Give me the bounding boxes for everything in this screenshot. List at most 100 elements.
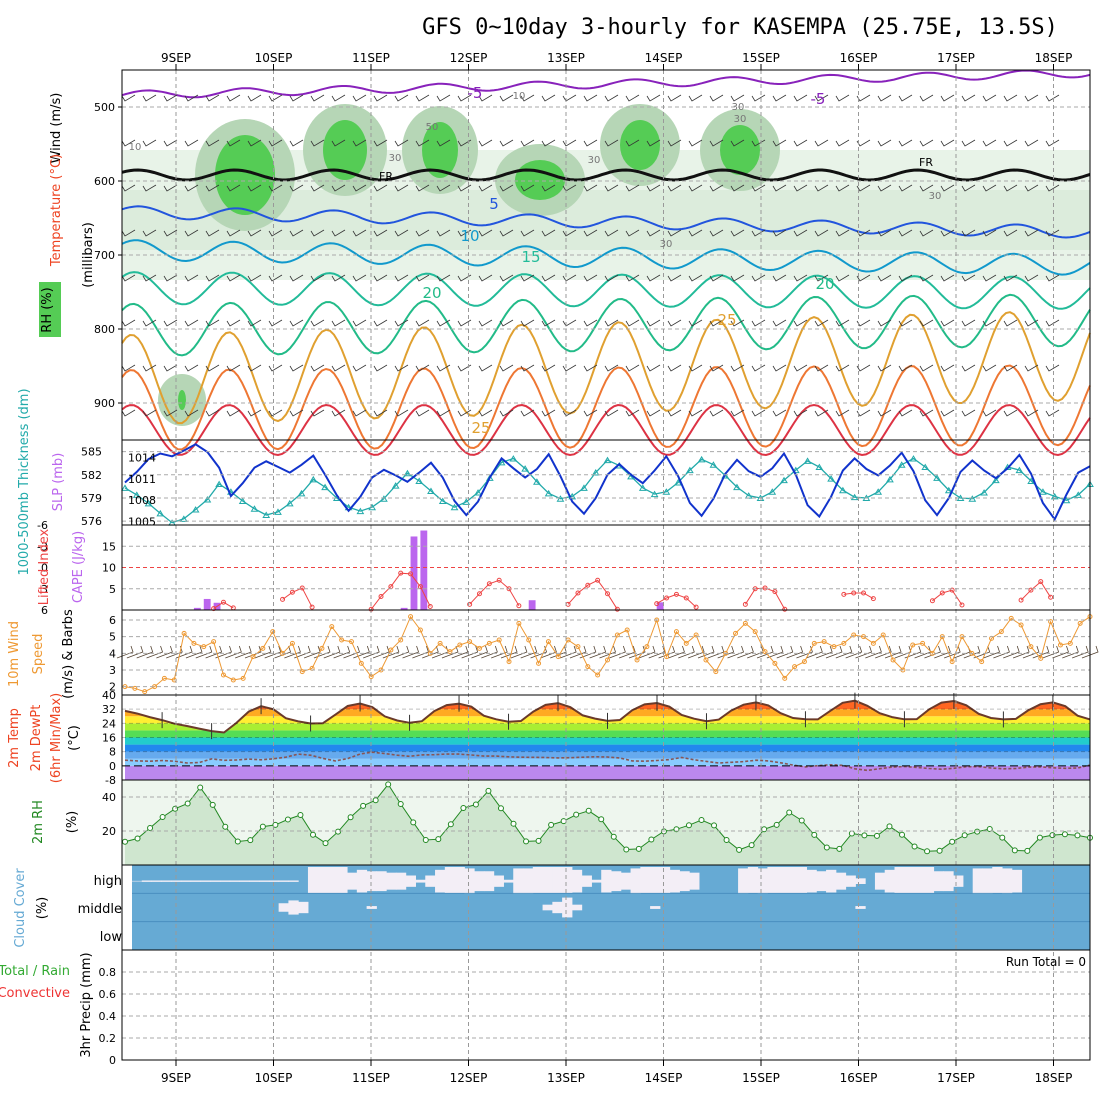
rh-contour-label: 30 xyxy=(734,114,747,125)
upper-wind-barb xyxy=(919,184,934,192)
lifted-index-point xyxy=(939,590,945,596)
upper-wind-barb xyxy=(919,364,934,372)
lifted-index-point xyxy=(427,603,433,609)
rh-point xyxy=(335,828,342,835)
upper-wind-barb xyxy=(373,94,388,102)
upper-wind-barb xyxy=(625,139,640,147)
cloud-clear-cell xyxy=(826,869,837,893)
upper-wind-barb xyxy=(793,409,808,417)
rh-point xyxy=(961,832,968,839)
upper-wind-barb xyxy=(646,229,661,237)
wind-speed-point xyxy=(220,672,226,678)
upper-wind-barb xyxy=(163,94,178,102)
wind-barb xyxy=(1072,645,1089,659)
freezing-level-line xyxy=(121,168,1091,182)
upper-wind-barb xyxy=(751,184,766,192)
wind-barb xyxy=(422,645,439,659)
temp-contour-10 xyxy=(121,239,1091,276)
rh-point xyxy=(272,821,279,828)
upper-wind-barb xyxy=(730,319,745,327)
upper-wind-barb xyxy=(520,184,535,192)
wind-barb xyxy=(717,645,735,659)
wind-barb xyxy=(806,645,823,659)
wind-barb xyxy=(786,645,804,659)
rh-point xyxy=(873,832,880,839)
cloud-clear-cell xyxy=(855,878,866,884)
rh-contour-region xyxy=(323,120,367,180)
wind-barb xyxy=(934,645,951,659)
lifted-index-point xyxy=(280,596,286,602)
cloud-clear-cell xyxy=(366,906,377,909)
upper-wind-barb xyxy=(226,139,241,147)
upper-wind-barb xyxy=(688,364,703,372)
temp-axis-label: 2m Temp xyxy=(7,708,22,768)
rh-axis-label: 2m RH xyxy=(31,800,46,844)
day-label-bottom: 17SEP xyxy=(937,1071,975,1085)
upper-wind-barb xyxy=(982,229,997,237)
rh-point xyxy=(573,811,580,818)
upper-wind-barb xyxy=(499,364,514,372)
upper-wind-barb xyxy=(436,94,451,102)
rh-point xyxy=(497,805,504,812)
wind-speed-point xyxy=(1028,644,1034,650)
upper-wind-barb xyxy=(604,139,619,147)
upper-wind-barb xyxy=(1045,319,1060,327)
upper-wind-barb xyxy=(604,229,619,237)
upper-wind-barb xyxy=(583,274,598,282)
upper-wind-barb xyxy=(184,184,199,192)
precip-tick-label: 0.4 xyxy=(99,1010,117,1023)
thickness-point xyxy=(886,475,894,483)
upper-wind-barb xyxy=(625,94,640,102)
pressure-tick-label: 700 xyxy=(94,249,115,262)
thickness-tick-label: 582 xyxy=(81,469,102,482)
upper-wind-barb xyxy=(982,409,997,417)
cloud-clear-cell xyxy=(513,868,524,894)
slp-tick-label: 1008 xyxy=(128,494,156,507)
lifted-index-point xyxy=(683,595,689,601)
wind-barb xyxy=(126,645,144,659)
upper-wind-barb xyxy=(268,319,283,327)
wind-barb xyxy=(993,645,1010,659)
cloud-clear-cell xyxy=(180,880,192,882)
thickness-point xyxy=(179,515,188,522)
upper-wind-barb xyxy=(499,274,514,282)
upper-wind-barb xyxy=(478,184,493,192)
upper-wind-barb xyxy=(268,184,283,192)
wind-barb xyxy=(835,645,853,659)
cloud-clear-cell xyxy=(620,872,632,890)
wind-speed-line xyxy=(124,615,1091,693)
wind-barb xyxy=(313,645,331,659)
temp-tick-label: 8 xyxy=(109,746,116,759)
cloud-clear-cell xyxy=(239,880,250,882)
upper-wind-barb xyxy=(919,229,934,237)
upper-wind-barb xyxy=(436,229,451,237)
wind-speed-point xyxy=(142,689,148,695)
cloud-clear-cell xyxy=(542,867,553,894)
cloud-row-label: middle xyxy=(78,902,122,917)
upper-wind-barb xyxy=(394,184,409,192)
thickness-point xyxy=(1027,477,1036,484)
upper-wind-barb xyxy=(709,229,724,237)
lifted-index-tick-label: -3 xyxy=(37,540,48,553)
wind-speed-point xyxy=(703,657,709,663)
thickness-point xyxy=(309,475,318,483)
upper-wind-barb xyxy=(142,364,157,372)
upper-wind-barb xyxy=(331,94,346,102)
upper-wind-barb xyxy=(373,319,388,327)
upper-wind-barb xyxy=(541,319,556,327)
lifted-index-point xyxy=(516,603,522,609)
upper-wind-barb xyxy=(415,94,430,102)
temp-contour-label: 25 xyxy=(717,311,736,329)
upper-wind-barb xyxy=(1024,229,1039,237)
thickness-point xyxy=(909,455,918,462)
upper-wind-barb xyxy=(772,319,787,327)
upper-wind-barb xyxy=(184,229,199,237)
wind-axis-label: Speed xyxy=(31,634,46,675)
upper-wind-barb xyxy=(436,319,451,327)
upper-wind-barb xyxy=(457,364,472,372)
cloud-clear-cell xyxy=(171,880,182,882)
thickness-point xyxy=(827,475,835,482)
thickness-tick-label: 576 xyxy=(81,515,102,528)
upper-wind-barb xyxy=(226,274,241,282)
upper-wind-barb xyxy=(940,409,955,417)
